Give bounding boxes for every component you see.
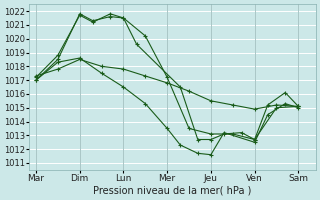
X-axis label: Pression niveau de la mer( hPa ): Pression niveau de la mer( hPa ) xyxy=(93,186,252,196)
